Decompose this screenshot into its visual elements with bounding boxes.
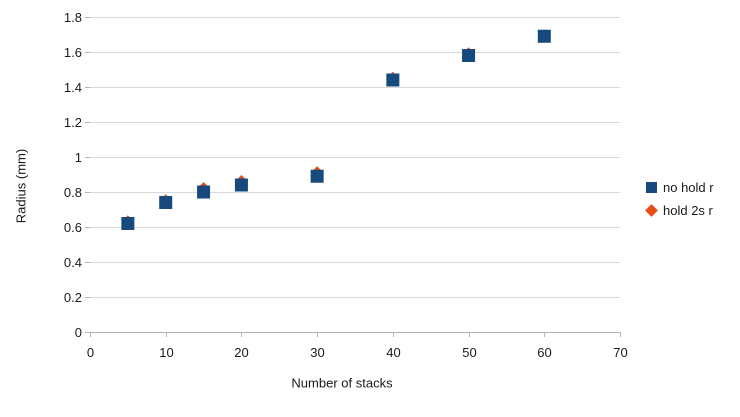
x-tick-label: 60 bbox=[537, 345, 551, 360]
x-tick-label: 70 bbox=[613, 345, 627, 360]
marker-square bbox=[121, 217, 135, 230]
x-axis-title: Number of stacks bbox=[291, 375, 393, 391]
y-tick-label: 1 bbox=[75, 150, 82, 165]
y-axis-title: Radius (mm) bbox=[13, 148, 29, 224]
x-tick-label: 40 bbox=[386, 345, 400, 360]
legend-label: no hold r bbox=[663, 179, 714, 195]
legend-item: hold 2s r bbox=[645, 201, 740, 219]
y-tick-label: 0.8 bbox=[64, 185, 82, 200]
legend-label: hold 2s r bbox=[663, 202, 713, 218]
y-tick-label: 0.2 bbox=[64, 290, 82, 305]
y-tick-label: 1.2 bbox=[64, 115, 82, 130]
y-tick-label: 0 bbox=[75, 325, 82, 340]
x-tick-label: 10 bbox=[159, 345, 173, 360]
y-tick-label: 0.4 bbox=[64, 255, 82, 270]
marker-square bbox=[462, 49, 476, 62]
marker-square bbox=[159, 196, 173, 209]
legend: no hold r hold 2s r bbox=[645, 178, 740, 219]
y-tick-label: 1.6 bbox=[64, 45, 82, 60]
legend-square-icon bbox=[646, 181, 657, 193]
marker-square bbox=[197, 185, 211, 199]
marker-square bbox=[386, 73, 400, 87]
legend-item: no hold r bbox=[646, 178, 740, 196]
marker-square bbox=[234, 178, 248, 192]
legend-diamond-icon bbox=[645, 203, 658, 217]
x-tick-label: 0 bbox=[87, 345, 94, 360]
marker-square bbox=[537, 29, 551, 43]
y-tick-label: 0.6 bbox=[64, 220, 82, 235]
y-tick-label: 1.8 bbox=[64, 10, 82, 25]
x-tick-label: 20 bbox=[234, 345, 248, 360]
marker-square bbox=[310, 169, 324, 183]
y-tick-label: 1.4 bbox=[64, 80, 82, 95]
x-tick-label: 30 bbox=[310, 345, 324, 360]
x-tick-label: 50 bbox=[462, 345, 476, 360]
